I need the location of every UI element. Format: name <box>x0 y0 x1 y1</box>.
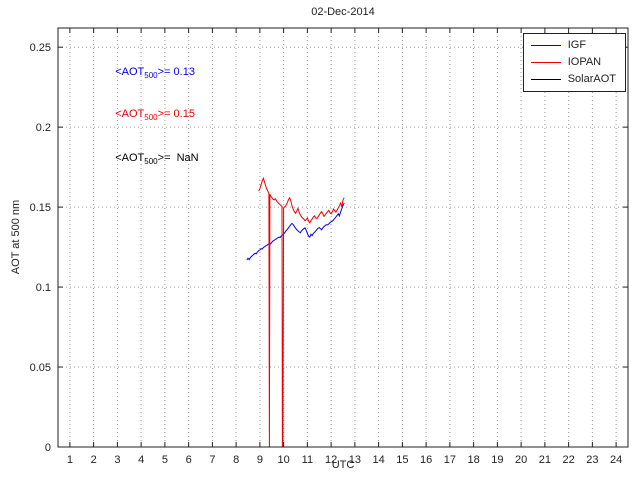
annotation-iopan-mean: <AOT500>= 0.15 <box>103 96 195 134</box>
x-tick-label: 6 <box>186 454 192 466</box>
annotation-subscript: 500 <box>144 113 158 122</box>
annotation-igf-mean: <AOT500>= 0.13 <box>103 54 195 92</box>
x-tick-label: 12 <box>325 454 337 466</box>
x-tick-label: 7 <box>209 454 215 466</box>
legend-entry-iopan: IOPAN <box>530 56 616 69</box>
chart-title: 02-Dec-2014 <box>311 6 375 18</box>
series-line-igf <box>246 202 345 261</box>
x-tick-label: 20 <box>515 454 527 466</box>
x-axis-label: UTC <box>331 459 355 471</box>
legend-line-sample <box>530 79 561 80</box>
x-tick-label: 15 <box>396 454 408 466</box>
x-tick-label: 21 <box>539 454 551 466</box>
annotation-solaraot-mean: <AOT500>= NaN <box>103 140 199 178</box>
annotation-text: <AOT <box>115 108 145 120</box>
x-tick-label: 3 <box>114 454 120 466</box>
y-tick-label: 0 <box>45 442 51 454</box>
x-tick-label: 1 <box>67 454 73 466</box>
x-tick-label: 11 <box>302 454 313 466</box>
y-axis-label: AOT at 500 nm <box>10 199 22 275</box>
annotation-text: <AOT <box>115 66 145 78</box>
x-tick-label: 14 <box>373 454 385 466</box>
x-tick-label: 4 <box>138 454 144 466</box>
legend: IGF IOPAN SolarAOT <box>522 33 626 92</box>
y-tick-label: 0.05 <box>30 362 51 374</box>
annotation-value: >= 0.15 <box>157 108 195 120</box>
annotation-value: >= 0.13 <box>157 66 195 78</box>
annotation-subscript: 500 <box>144 157 158 166</box>
legend-label: IOPAN <box>567 56 602 68</box>
axes-box <box>57 27 629 448</box>
x-tick-label: 17 <box>444 454 456 466</box>
x-tick-label: 18 <box>468 454 480 466</box>
x-tick-label: 13 <box>349 454 361 466</box>
x-tick-label: 23 <box>586 454 598 466</box>
legend-entry-solaraot: SolarAOT <box>530 73 616 86</box>
y-tick-label: 0.1 <box>36 282 51 294</box>
series-line-iopan <box>258 176 345 448</box>
x-tick-label: 19 <box>491 454 503 466</box>
y-tick-label: 0.15 <box>30 202 51 214</box>
y-tick-label: 0.25 <box>30 42 51 54</box>
annotation-value: >= NaN <box>157 152 199 164</box>
x-tick-label: 24 <box>610 454 622 466</box>
x-tick-label: 22 <box>563 454 575 466</box>
y-tick-label: 0.2 <box>36 122 51 134</box>
legend-line-sample <box>530 62 561 63</box>
x-tick-label: 16 <box>420 454 432 466</box>
legend-label: IGF <box>567 39 587 51</box>
x-tick-label: 5 <box>162 454 168 466</box>
x-tick-label: 8 <box>233 454 239 466</box>
x-tick-label: 2 <box>91 454 97 466</box>
legend-line-sample <box>530 45 561 46</box>
legend-label: SolarAOT <box>567 73 616 85</box>
annotation-text: <AOT <box>115 152 145 164</box>
legend-entry-igf: IGF <box>530 39 616 52</box>
x-tick-label: 9 <box>257 454 263 466</box>
x-tick-label: 10 <box>278 454 290 466</box>
annotation-subscript: 500 <box>144 71 158 80</box>
